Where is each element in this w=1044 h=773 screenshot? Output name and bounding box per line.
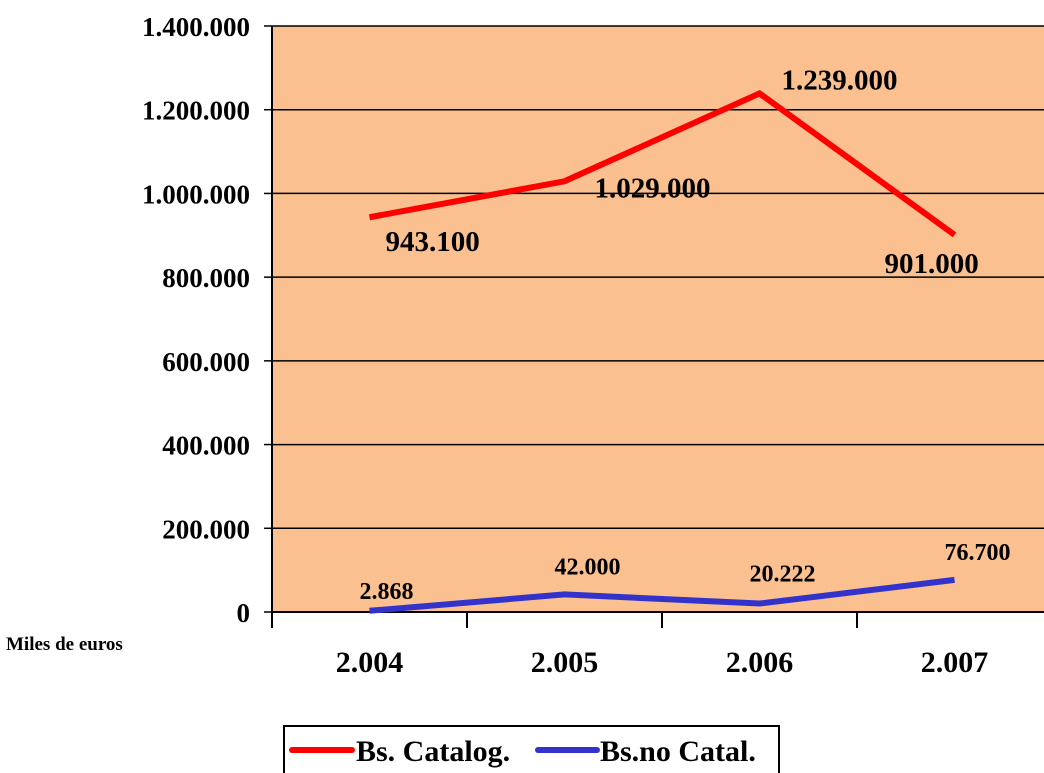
legend-box	[283, 725, 780, 773]
y-tick-label: 200.000	[162, 514, 250, 544]
x-tick-label: 2.005	[531, 646, 599, 679]
y-tick-label: 1.200.000	[142, 96, 250, 126]
series-line-2	[369, 576, 955, 614]
x-axis-ticks: 2.004 2.005 2.006 2.007	[271, 612, 989, 679]
data-labels: 943.100 1.029.000 1.239.000 901.000 2.868 42.…	[360, 64, 1011, 604]
data-label: 1.239.000	[782, 64, 898, 96]
series-line-1	[368, 89, 957, 238]
series-group	[368, 89, 957, 614]
y-tick-label: 800.000	[162, 263, 250, 293]
y-tick-label: 600.000	[162, 347, 250, 377]
data-label: 42.000	[555, 554, 621, 580]
unit-label: Miles de euros	[6, 634, 123, 655]
y-tick-label: 400.000	[162, 431, 250, 461]
data-label: 1.029.000	[595, 172, 711, 204]
data-label: 2.868	[360, 579, 414, 605]
data-label: 76.700	[945, 540, 1011, 566]
data-label: 901.000	[885, 248, 979, 280]
x-tick-label: 2.006	[726, 646, 794, 679]
axes	[271, 26, 1044, 613]
legend: Bs. Catalog. Bs.no Catal.	[283, 725, 780, 773]
y-tick-label: 0	[237, 598, 251, 628]
legend-label-1: Bs. Catalog.	[356, 735, 510, 768]
data-label: 943.100	[386, 226, 480, 258]
data-label: 20.222	[750, 562, 816, 588]
y-tick-label: 1.400.000	[142, 12, 250, 42]
y-tick-label: 1.000.000	[142, 179, 250, 209]
y-axis-ticks: 0 200.000 400.000 600.000 800.000 1.000.000 1.…	[142, 12, 272, 628]
x-tick-label: 2.004	[336, 646, 404, 679]
legend-label-2: Bs.no Catal.	[600, 735, 756, 768]
plot-area	[271, 25, 1044, 613]
grid-lines	[272, 108, 1044, 530]
x-tick-label: 2.007	[921, 646, 989, 679]
